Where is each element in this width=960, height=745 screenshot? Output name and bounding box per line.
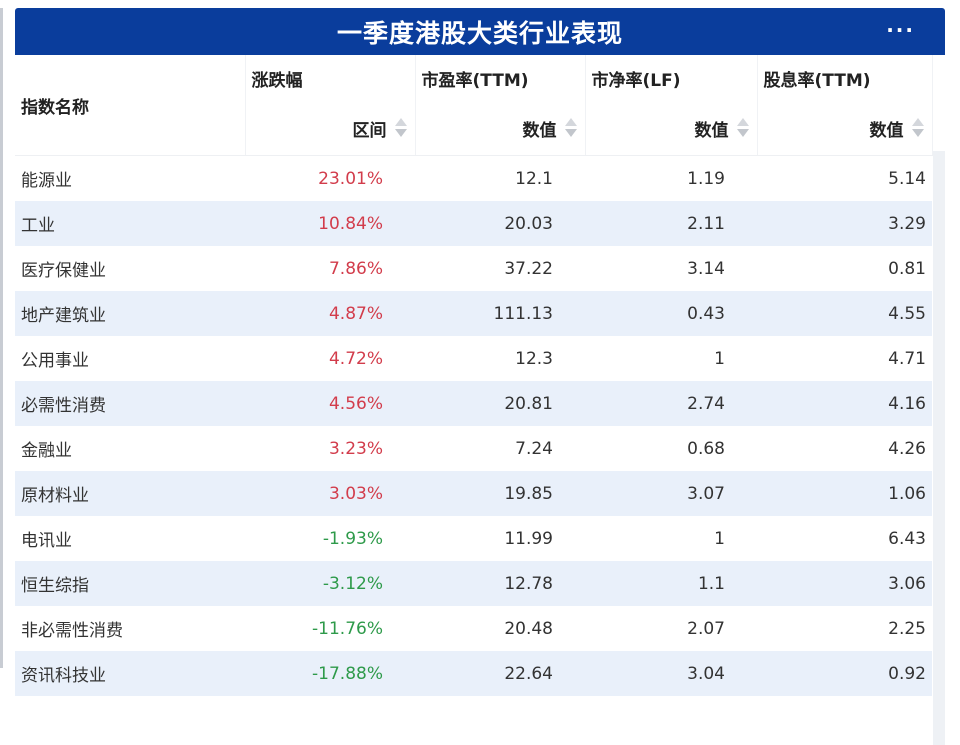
dividend-yield-cell: 1.06 <box>757 471 932 516</box>
column-group-pb: 市净率(LF) <box>585 55 758 101</box>
industry-name-cell: 资讯科技业 <box>15 651 245 696</box>
table-row[interactable]: 恒生综指 -3.12% 12.78 1.1 3.06 <box>15 561 932 606</box>
change-cell: -3.12% <box>245 561 415 606</box>
industry-name-cell: 金融业 <box>15 426 245 471</box>
dividend-yield-cell: 4.16 <box>757 381 932 426</box>
column-group-dividend-yield: 股息率(TTM) <box>757 55 933 101</box>
pe-cell: 22.64 <box>415 651 585 696</box>
table-row[interactable]: 必需性消费 4.56% 20.81 2.74 4.16 <box>15 381 932 426</box>
industry-name-cell: 非必需性消费 <box>15 606 245 651</box>
dividend-yield-cell: 0.81 <box>757 246 932 291</box>
pe-cell: 7.24 <box>415 426 585 471</box>
sort-icon[interactable] <box>564 117 577 139</box>
window-edge <box>0 8 3 668</box>
pb-cell: 0.68 <box>585 426 757 471</box>
table-row[interactable]: 原材料业 3.03% 19.85 3.07 1.06 <box>15 471 932 516</box>
column-header-index-name: 指数名称 <box>15 55 246 156</box>
dividend-yield-cell: 2.25 <box>757 606 932 651</box>
industry-name-cell: 能源业 <box>15 155 245 201</box>
change-cell: -17.88% <box>245 651 415 696</box>
pb-cell: 3.07 <box>585 471 757 516</box>
dividend-yield-cell: 4.26 <box>757 426 932 471</box>
sub-header-label: 区间 <box>352 120 387 141</box>
sort-icon[interactable] <box>736 117 749 139</box>
pe-cell: 20.48 <box>415 606 585 651</box>
industry-name-cell: 工业 <box>15 201 245 246</box>
pb-cell: 1 <box>585 516 757 561</box>
dividend-yield-cell: 4.71 <box>757 336 932 381</box>
data-table-container: 指数名称 涨跌幅 市盈率(TTM) 市净率(LF) 股息率(TTM) 区间 数值… <box>15 55 945 745</box>
vertical-scrollbar[interactable] <box>933 151 945 745</box>
industry-name-cell: 电讯业 <box>15 516 245 561</box>
pe-cell: 11.99 <box>415 516 585 561</box>
panel-header: 一季度港股大类行业表现 ··· <box>15 8 945 55</box>
dividend-yield-cell: 0.92 <box>757 651 932 696</box>
table-row[interactable]: 能源业 23.01% 12.1 1.19 5.14 <box>15 155 932 201</box>
sort-icon[interactable] <box>911 117 924 139</box>
sub-header-label: 数值 <box>869 120 904 141</box>
change-cell: 4.87% <box>245 291 415 336</box>
pb-cell: 2.07 <box>585 606 757 651</box>
change-cell: 10.84% <box>245 201 415 246</box>
industry-performance-panel: 一季度港股大类行业表现 ··· 指数名称 涨跌幅 市盈率(TTM) 市净率(LF… <box>15 8 945 745</box>
change-cell: -1.93% <box>245 516 415 561</box>
pb-cell: 2.74 <box>585 381 757 426</box>
more-options-icon[interactable]: ··· <box>886 18 915 42</box>
dividend-yield-cell: 3.06 <box>757 561 932 606</box>
change-cell: 4.56% <box>245 381 415 426</box>
table-row[interactable]: 电讯业 -1.93% 11.99 1 6.43 <box>15 516 932 561</box>
column-group-pe: 市盈率(TTM) <box>415 55 586 101</box>
pe-cell: 20.03 <box>415 201 585 246</box>
change-cell: 4.72% <box>245 336 415 381</box>
pe-cell: 12.78 <box>415 561 585 606</box>
sort-header-pb[interactable]: 数值 <box>585 101 758 156</box>
pb-cell: 3.04 <box>585 651 757 696</box>
industry-name-cell: 公用事业 <box>15 336 245 381</box>
industry-name-cell: 必需性消费 <box>15 381 245 426</box>
pb-cell: 1.19 <box>585 155 757 201</box>
pe-cell: 37.22 <box>415 246 585 291</box>
pe-cell: 12.3 <box>415 336 585 381</box>
dividend-yield-cell: 3.29 <box>757 201 932 246</box>
industry-table: 指数名称 涨跌幅 市盈率(TTM) 市净率(LF) 股息率(TTM) 区间 数值… <box>15 55 933 696</box>
table-body: 能源业 23.01% 12.1 1.19 5.14 工业 10.84% 20.03 2.11 3.… <box>15 155 932 696</box>
dividend-yield-cell: 4.55 <box>757 291 932 336</box>
pe-cell: 111.13 <box>415 291 585 336</box>
industry-name-cell: 原材料业 <box>15 471 245 516</box>
pb-cell: 1.1 <box>585 561 757 606</box>
pb-cell: 2.11 <box>585 201 757 246</box>
industry-name-cell: 医疗保健业 <box>15 246 245 291</box>
pb-cell: 3.14 <box>585 246 757 291</box>
table-row[interactable]: 资讯科技业 -17.88% 22.64 3.04 0.92 <box>15 651 932 696</box>
industry-name-cell: 恒生综指 <box>15 561 245 606</box>
industry-name-cell: 地产建筑业 <box>15 291 245 336</box>
sub-header-label: 数值 <box>694 120 729 141</box>
table-row[interactable]: 非必需性消费 -11.76% 20.48 2.07 2.25 <box>15 606 932 651</box>
table-row[interactable]: 医疗保健业 7.86% 37.22 3.14 0.81 <box>15 246 932 291</box>
column-group-change: 涨跌幅 <box>245 55 416 101</box>
pb-cell: 0.43 <box>585 291 757 336</box>
sort-icon[interactable] <box>394 117 407 139</box>
change-cell: -11.76% <box>245 606 415 651</box>
pe-cell: 19.85 <box>415 471 585 516</box>
pb-cell: 1 <box>585 336 757 381</box>
panel-title: 一季度港股大类行业表现 <box>336 18 623 48</box>
sort-header-pe[interactable]: 数值 <box>415 101 586 156</box>
dividend-yield-cell: 6.43 <box>757 516 932 561</box>
dividend-yield-cell: 5.14 <box>757 155 932 201</box>
sub-header-label: 数值 <box>522 120 557 141</box>
sort-header-change[interactable]: 区间 <box>245 101 416 156</box>
table-row[interactable]: 金融业 3.23% 7.24 0.68 4.26 <box>15 426 932 471</box>
pe-cell: 20.81 <box>415 381 585 426</box>
table-row[interactable]: 地产建筑业 4.87% 111.13 0.43 4.55 <box>15 291 932 336</box>
pe-cell: 12.1 <box>415 155 585 201</box>
change-cell: 3.03% <box>245 471 415 516</box>
change-cell: 3.23% <box>245 426 415 471</box>
sort-header-dividend-yield[interactable]: 数值 <box>757 101 933 156</box>
change-cell: 7.86% <box>245 246 415 291</box>
change-cell: 23.01% <box>245 155 415 201</box>
table-row[interactable]: 工业 10.84% 20.03 2.11 3.29 <box>15 201 932 246</box>
table-row[interactable]: 公用事业 4.72% 12.3 1 4.71 <box>15 336 932 381</box>
